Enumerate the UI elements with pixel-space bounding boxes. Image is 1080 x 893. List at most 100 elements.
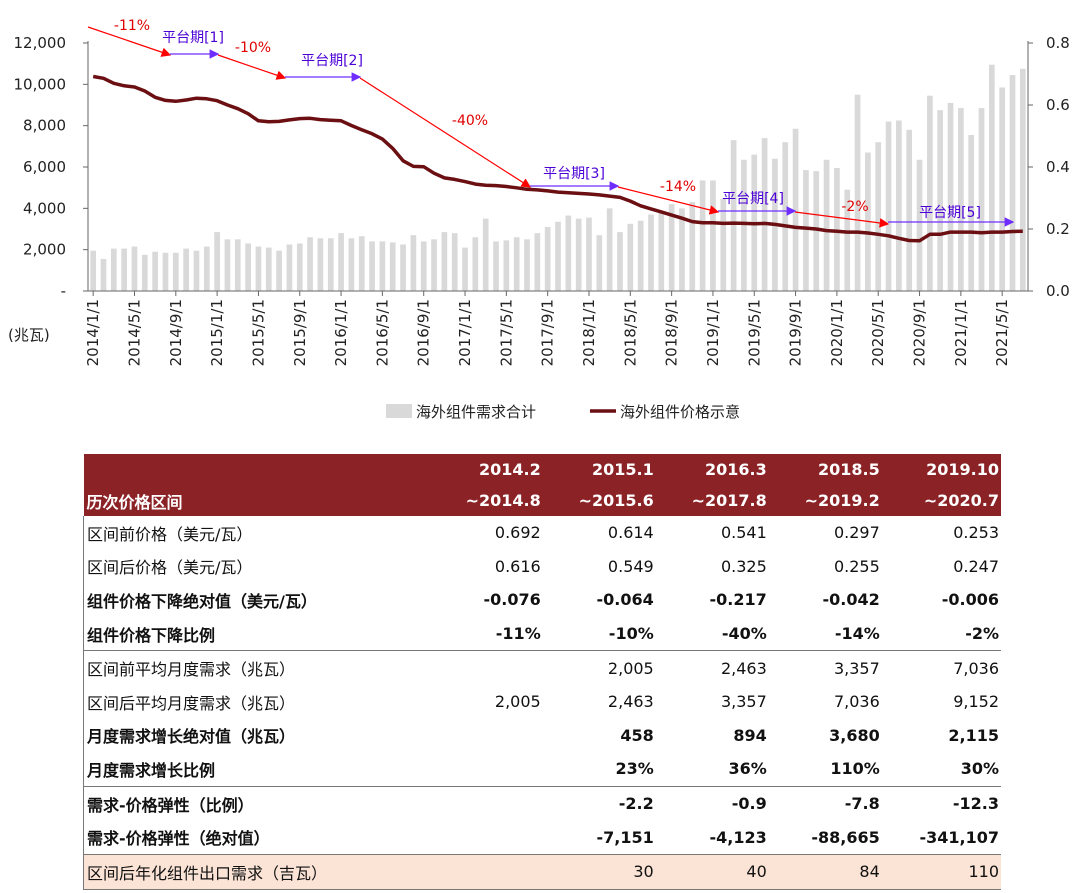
col-header-3: 2016.3 [655, 454, 769, 485]
col-header-1-end: ~2014.8 [429, 485, 543, 516]
table-cell: -0.042 [822, 590, 880, 610]
x-tick-label: 2016/9/1 [415, 299, 433, 366]
right-tick-label: 0.0 [1046, 282, 1070, 300]
demand-bar [193, 250, 200, 291]
table-cell: 0.253 [953, 523, 999, 543]
demand-bar [648, 214, 654, 291]
x-tick-label: 2018/5/1 [621, 299, 639, 366]
demand-bar [389, 242, 396, 291]
demand-bar [958, 108, 964, 291]
row-label: 组件价格下降比例 [82, 616, 430, 651]
demand-bar [627, 223, 634, 291]
demand-bar [875, 142, 882, 291]
x-tick-label: 2017/1/1 [456, 299, 474, 366]
demand-bar [379, 241, 386, 291]
demand-bar [803, 170, 809, 291]
demand-bar [503, 240, 510, 291]
demand-bar [565, 215, 572, 291]
demand-bar [596, 235, 603, 291]
table-cell: 0.614 [607, 523, 654, 543]
table-row: 需求-价格弹性（绝对值） -7,151 -4,123 -88,665 -341,107 [82, 820, 1002, 855]
table-cell: 0.247 [953, 556, 999, 576]
x-tick-label: 2018/1/1 [580, 299, 598, 366]
x-tick-label: 2019/5/1 [745, 299, 763, 366]
table-row: 区间前平均月度需求（兆瓦） 2,005 2,463 3,357 7,036 [82, 650, 1001, 685]
table-cell: -2.2 [542, 785, 656, 821]
demand-bar [338, 233, 344, 291]
table-cell: 110 [881, 853, 1001, 890]
drop-label: -2% [841, 199, 868, 215]
demand-bar [989, 64, 995, 291]
demand-bar [741, 159, 747, 291]
x-tick-label: 2019/1/1 [704, 299, 722, 366]
demand-bar [782, 142, 789, 291]
table-cell: 36% [728, 759, 767, 779]
x-tick-label: 2020/5/1 [869, 299, 887, 366]
x-tick-label: 2014/5/1 [125, 299, 143, 366]
row-header-title: 历次价格区间 [83, 485, 430, 516]
demand-bar [348, 238, 355, 291]
drop-arrow [359, 77, 532, 188]
demand-bar [141, 254, 148, 291]
demand-bar [110, 248, 117, 291]
table-cell: -2% [965, 624, 999, 644]
demand-bar [214, 232, 220, 291]
left-tick-label: 6,000 [23, 158, 66, 176]
table-cell: 2,463 [655, 650, 769, 685]
demand-bar [978, 108, 985, 291]
table-row: 区间后平均月度需求（兆瓦） 2,005 2,463 3,357 7,036 9,152 [82, 684, 1002, 719]
demand-bar [586, 217, 592, 291]
drop-arrow [217, 54, 287, 80]
legend-bar-swatch [386, 404, 412, 418]
x-tick-label: 2020/9/1 [911, 299, 929, 366]
row-label: 区间后年化组件出口需求（吉瓦） [82, 853, 430, 890]
table-cell: -4,123 [709, 827, 767, 847]
demand-bar [668, 204, 675, 291]
table-cell: -7,151 [596, 827, 654, 847]
demand-bar [286, 244, 293, 291]
table-cell: -10% [608, 624, 654, 644]
demand-bar [307, 237, 313, 291]
row-label: 需求-价格弹性（绝对值） [82, 820, 430, 855]
demand-bar [534, 233, 541, 291]
left-tick-label: - [61, 282, 66, 300]
table-row: 需求-价格弹性（比例） -2.2 -0.9 -7.8 -12.3 [82, 785, 1001, 821]
table-cell: 3,357 [720, 692, 767, 712]
table-cell: -0.064 [596, 590, 654, 610]
drop-arrow [87, 26, 172, 57]
table-row: 区间前价格（美元/瓦） 0.692 0.614 0.541 0.297 0.253 [82, 516, 1002, 550]
left-axis-unit: (兆瓦) [8, 326, 50, 344]
demand-bar [513, 237, 520, 291]
drop-label: -10% [235, 40, 271, 56]
demand-bar [224, 239, 231, 291]
right-tick-label: 0.6 [1046, 96, 1070, 114]
table-cell [430, 820, 543, 854]
x-tick-label: 2014/9/1 [167, 299, 185, 366]
table-cell: 894 [733, 725, 767, 745]
row-label: 区间后价格（美元/瓦） [82, 549, 430, 584]
demand-bar [172, 252, 179, 291]
demand-bar [544, 226, 551, 291]
table-row: 组件价格下降比例 -11% -10% -40% -14% -2% [82, 616, 1002, 651]
demand-bar [265, 247, 272, 291]
table-header-row-top: 2014.2 2015.1 2016.3 2018.5 2019.10 [83, 454, 1001, 485]
x-tick-label: 2015/9/1 [291, 299, 309, 366]
demand-bar [358, 236, 365, 291]
table-cell: -14% [834, 624, 880, 644]
x-tick-label: 2016/5/1 [373, 299, 391, 366]
demand-bar [823, 159, 830, 291]
demand-bar [524, 239, 530, 291]
demand-bar [916, 159, 923, 291]
row-label: 需求-价格弹性（比例） [82, 785, 430, 821]
demand-bar [317, 238, 324, 291]
demand-bar [131, 246, 138, 291]
table-cell [430, 752, 543, 786]
demand-bar [296, 243, 303, 291]
drop-label: -40% [452, 113, 488, 129]
demand-bar [813, 171, 820, 291]
left-tick-label: 8,000 [23, 117, 66, 135]
demand-bar [276, 250, 282, 291]
table-cell: 110% [830, 759, 880, 779]
table-cell: 2,005 [494, 692, 541, 712]
demand-bar [968, 134, 975, 291]
